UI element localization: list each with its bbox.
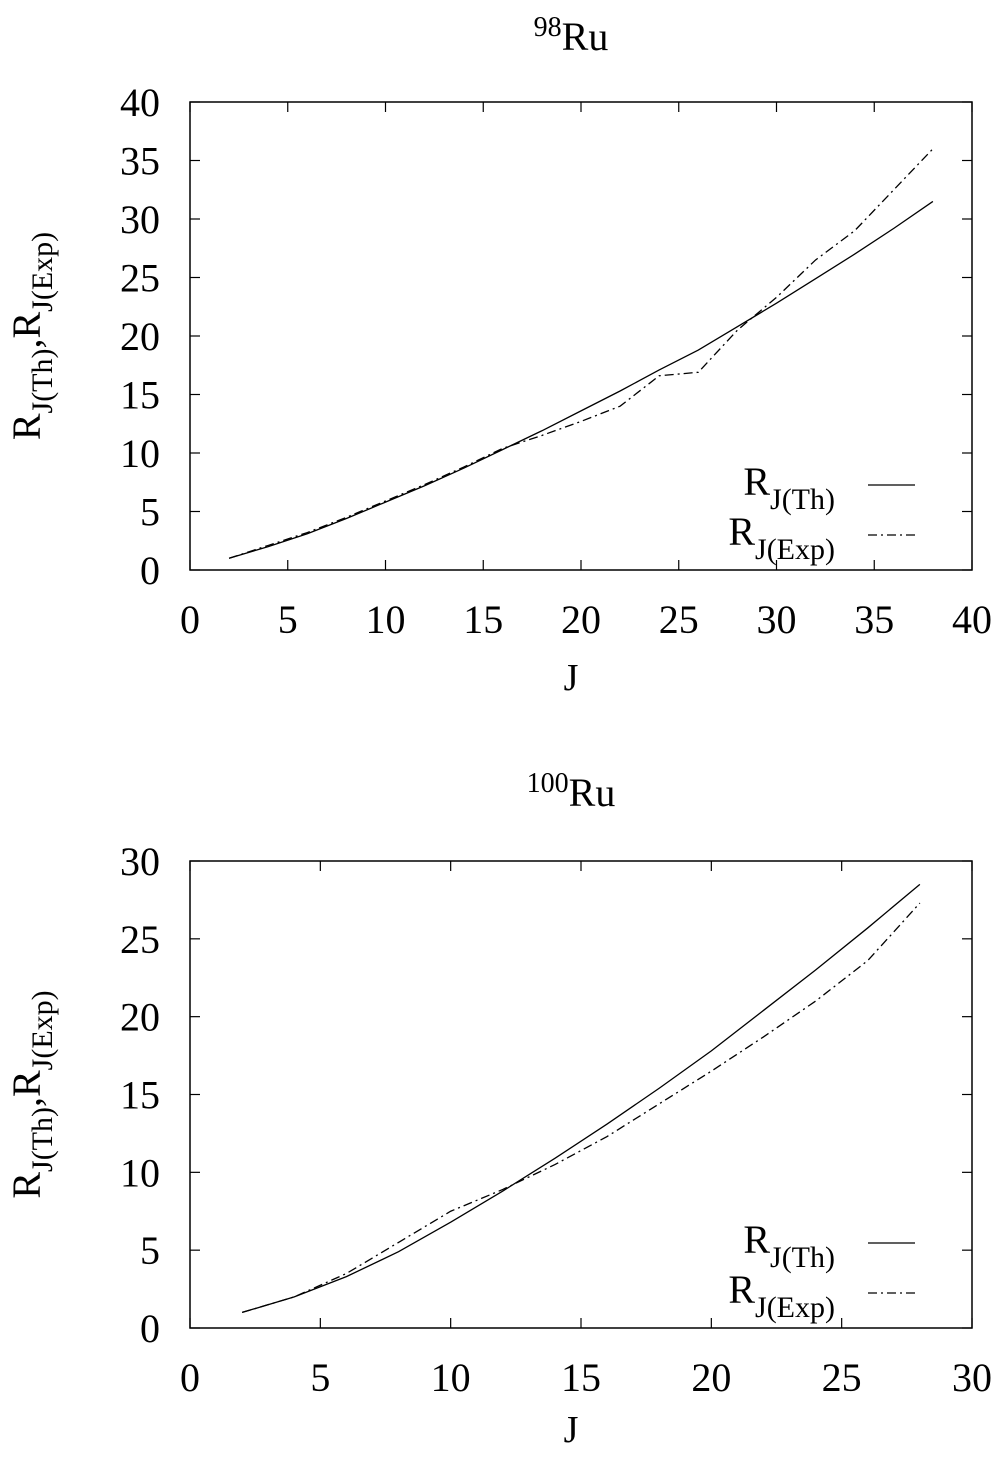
legend-subscript: J(Th) <box>770 1241 835 1274</box>
x-tick-label: 10 <box>366 597 406 642</box>
y-axis-label-part: R <box>4 413 49 440</box>
y-tick-label: 30 <box>120 197 160 242</box>
x-tick-label: 15 <box>561 1355 601 1400</box>
x-tick-label: 40 <box>952 597 992 642</box>
series-line <box>241 883 921 1314</box>
y-tick-label: 10 <box>120 431 160 476</box>
title-element: Ru <box>569 770 616 815</box>
x-axis-label: J <box>564 657 579 699</box>
series-line <box>241 902 921 1314</box>
x-tick-label: 5 <box>310 1355 330 1400</box>
legend-subscript: J(Exp) <box>755 1291 835 1324</box>
x-tick-label: 25 <box>659 597 699 642</box>
x-tick-label: 30 <box>757 597 797 642</box>
y-tick-label: 20 <box>120 995 160 1040</box>
y-tick-label: 0 <box>140 1306 160 1351</box>
chart-title: 98Ru <box>534 12 609 59</box>
y-tick-label: 0 <box>140 548 160 593</box>
legend-label: RJ(Exp) <box>728 509 835 566</box>
x-tick-label: 25 <box>822 1355 862 1400</box>
y-tick-label: 15 <box>120 1073 160 1118</box>
x-tick-label: 20 <box>561 597 601 642</box>
y-axis-label-part: ,R <box>4 312 49 349</box>
y-tick-label: 5 <box>140 1228 160 1273</box>
legend-label: RJ(Th) <box>743 459 835 516</box>
y-axis-label-part: J(Exp) <box>26 990 59 1070</box>
title-element: Ru <box>562 14 609 59</box>
legend-name: R <box>743 459 770 504</box>
x-tick-label: 30 <box>952 1355 992 1400</box>
y-tick-label: 10 <box>120 1150 160 1195</box>
legend-label: RJ(Exp) <box>728 1267 835 1324</box>
y-axis-label-part: J(Th) <box>26 349 59 414</box>
x-axis-label: J <box>564 1409 579 1451</box>
title-superscript: 98 <box>534 12 562 43</box>
legend-subscript: J(Th) <box>770 483 835 516</box>
x-tick-label: 0 <box>180 1355 200 1400</box>
y-axis-label-part: ,R <box>4 1070 49 1107</box>
y-tick-label: 20 <box>120 314 160 359</box>
x-tick-label: 15 <box>463 597 503 642</box>
y-tick-label: 35 <box>120 139 160 184</box>
y-axis-label: RJ(Th),RJ(Exp) <box>4 232 59 440</box>
y-axis-label-part: R <box>4 1172 49 1199</box>
y-axis-label: RJ(Th),RJ(Exp) <box>4 990 59 1198</box>
x-tick-label: 10 <box>431 1355 471 1400</box>
legend-name: R <box>728 1267 755 1312</box>
y-tick-label: 25 <box>120 256 160 301</box>
y-axis-label-part: J(Th) <box>26 1107 59 1172</box>
plot-frame <box>189 860 973 1329</box>
plot-frame <box>189 101 973 571</box>
y-tick-label: 25 <box>120 917 160 962</box>
series-line <box>228 148 934 559</box>
title-superscript: 100 <box>527 768 569 799</box>
y-tick-label: 5 <box>140 490 160 535</box>
x-tick-label: 20 <box>691 1355 731 1400</box>
y-tick-label: 15 <box>120 373 160 418</box>
legend-name: R <box>743 1217 770 1262</box>
x-tick-label: 5 <box>278 597 298 642</box>
legend-label: RJ(Th) <box>743 1217 835 1274</box>
legend-subscript: J(Exp) <box>755 533 835 566</box>
series-line <box>228 200 934 559</box>
chart-title: 100Ru <box>527 768 616 815</box>
x-tick-label: 35 <box>854 597 894 642</box>
y-axis-label-part: J(Exp) <box>26 232 59 312</box>
legend-name: R <box>728 509 755 554</box>
y-tick-label: 40 <box>120 80 160 125</box>
y-tick-label: 30 <box>120 839 160 884</box>
x-tick-label: 0 <box>180 597 200 642</box>
